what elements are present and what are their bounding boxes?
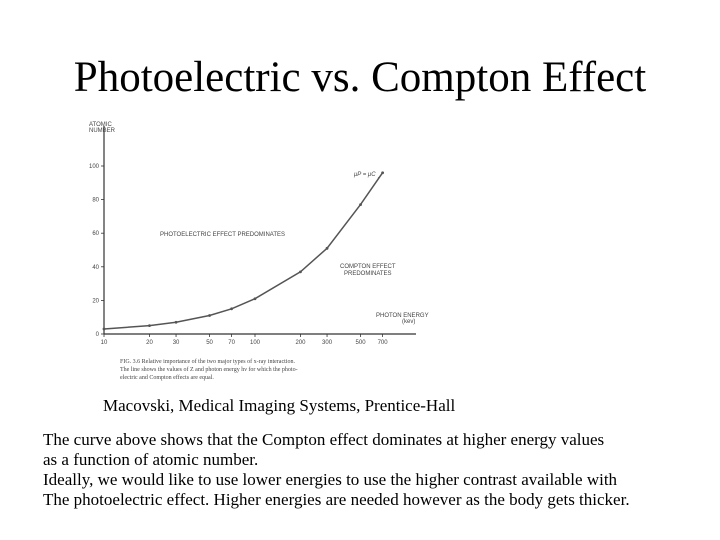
annotation-photoelectric: PHOTOELECTRIC EFFECT PREDOMINATES <box>160 232 285 238</box>
figure-caption-line: FIG. 3.6 Relative importance of the two … <box>120 358 295 365</box>
x-tick-label: 300 <box>322 340 333 346</box>
y-tick-label: 0 <box>96 332 100 338</box>
data-point <box>381 171 385 175</box>
slide-title: Photoelectric vs. Compton Effect <box>73 54 647 101</box>
y-axis-label: NUMBER <box>89 128 116 134</box>
data-point <box>102 327 106 331</box>
x-tick-label: 700 <box>378 340 389 346</box>
data-point <box>208 314 211 317</box>
data-point <box>174 320 178 324</box>
data-point <box>148 324 151 327</box>
x-tick-label: 200 <box>295 340 306 346</box>
annotation-compton: COMPTON EFFECT <box>340 264 396 270</box>
data-point <box>253 297 257 301</box>
x-tick-label: 100 <box>250 340 261 346</box>
body-line: Ideally, we would like to use lower ener… <box>43 470 618 489</box>
figure-caption-line: The line shows the values of Z and photo… <box>120 366 298 373</box>
x-tick-label: 50 <box>206 340 213 346</box>
data-point <box>299 270 302 274</box>
x-tick-label: 500 <box>356 340 367 346</box>
x-tick-label: 30 <box>173 340 180 346</box>
x-tick-label: 70 <box>228 340 235 346</box>
body-line: The curve above shows that the Compton e… <box>43 430 605 449</box>
y-tick-label: 20 <box>92 298 99 304</box>
data-point <box>359 203 362 207</box>
annotation-leader <box>377 175 381 179</box>
y-tick-label: 40 <box>92 265 99 271</box>
body-line: as a function of atomic number. <box>43 450 259 469</box>
source-caption: Macovski, Medical Imaging Systems, Prent… <box>103 396 456 415</box>
x-tick-label: 10 <box>101 340 108 346</box>
y-axis-label: ATOMIC <box>89 122 112 128</box>
data-point <box>325 246 329 250</box>
x-axis-label: (kev) <box>402 319 415 325</box>
chart-figure: ATOMIC NUMBER PHOTON ENERGY (kev) 0 20 40 60 80 1… <box>86 114 446 394</box>
y-tick-label: 60 <box>92 231 99 237</box>
figure-caption-line: electric and Compton effects are equal. <box>120 374 214 381</box>
body-text: The curve above shows that the Compton e… <box>43 430 713 510</box>
data-point <box>230 307 234 311</box>
body-line: The photoelectric effect. Higher energie… <box>43 490 630 509</box>
y-tick-label: 100 <box>89 164 100 170</box>
annotation-equal-point: μP = μC <box>353 172 376 178</box>
y-tick-label: 80 <box>92 198 99 204</box>
series-line <box>103 172 384 330</box>
annotation-compton: PREDOMINATES <box>344 271 392 277</box>
x-tick-label: 20 <box>146 340 153 346</box>
x-axis-label: PHOTON ENERGY <box>376 313 429 319</box>
